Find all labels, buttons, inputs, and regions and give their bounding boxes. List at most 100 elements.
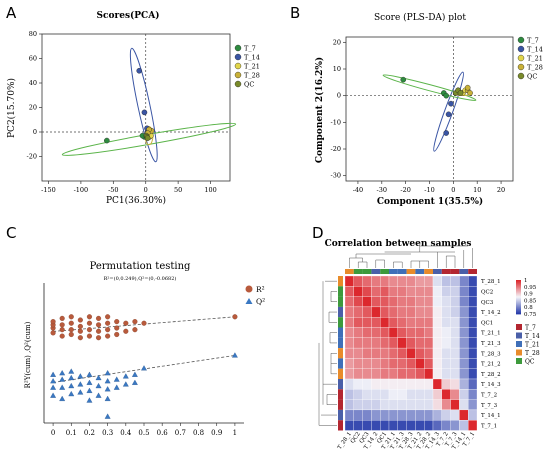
heatmap-cell	[371, 420, 381, 431]
r2-point	[59, 327, 65, 333]
heatmap-cell	[353, 275, 363, 287]
heatmap-cell	[432, 409, 442, 421]
panel-d-color-scale: 10.950.90.850.80.75	[516, 278, 537, 318]
heatmap-cell	[468, 275, 478, 287]
heatmap-cell	[441, 347, 451, 359]
legend-label: T_7	[527, 37, 539, 45]
heatmap-cell	[459, 306, 469, 318]
heatmap-cell	[362, 317, 372, 328]
heatmap-cell	[424, 306, 434, 318]
q2-point	[50, 384, 57, 390]
heatmap-cell	[468, 399, 478, 411]
y-tick-label: 20	[333, 38, 341, 46]
scale-segment	[516, 310, 521, 313]
t7-point	[400, 76, 407, 83]
heatmap-cell	[388, 317, 398, 328]
heatmap-cell	[441, 399, 451, 411]
r2-point	[105, 327, 111, 333]
group-legend-label: T_14	[525, 333, 540, 340]
heatmap-cell	[406, 409, 416, 421]
scale-segment	[516, 295, 521, 298]
heatmap-cell	[459, 399, 469, 411]
heatmap-cell	[388, 389, 398, 400]
row-label: QC2	[481, 289, 493, 295]
row-group-bar	[338, 420, 343, 431]
row-label: T_28_1	[481, 279, 501, 285]
legend-marker	[234, 80, 242, 88]
q2-point	[113, 376, 120, 382]
heatmap-cell	[468, 317, 478, 328]
heatmap-cell	[432, 389, 442, 400]
row-label: T_14_3	[481, 382, 501, 388]
col-group-bar	[459, 269, 469, 274]
heatmap-cell	[441, 389, 451, 400]
heatmap-cell	[388, 296, 398, 308]
y-tick-label: 0	[33, 128, 37, 136]
group-legend-swatch	[516, 324, 522, 330]
legend-label: T_14	[244, 54, 260, 62]
q2-point	[104, 386, 111, 392]
heatmap-cell	[344, 409, 354, 421]
heatmap-cell	[468, 327, 478, 338]
r2-point	[68, 314, 74, 320]
heatmap-cell	[344, 358, 354, 369]
r2-point	[114, 325, 120, 331]
legend-marker	[234, 71, 242, 79]
heatmap-cell	[344, 296, 354, 308]
heatmap-cell	[380, 275, 390, 287]
scale-segment	[516, 306, 521, 308]
legend-label: T_7	[244, 45, 256, 53]
heatmap-cell	[441, 358, 451, 369]
panel-b-xlabel: Component 1(35.5%)	[377, 196, 483, 207]
heatmap-cell	[380, 286, 390, 297]
heatmap-cell	[371, 368, 381, 380]
heatmap-cell	[432, 275, 442, 287]
heatmap-cell	[371, 327, 381, 338]
r2-point	[95, 322, 102, 328]
r2-point	[68, 331, 74, 338]
heatmap-cell	[415, 286, 425, 297]
heatmap-cell	[406, 337, 416, 349]
q2-point	[95, 374, 102, 381]
heatmap-cell	[397, 286, 407, 297]
r2-point	[132, 319, 138, 325]
heatmap-cell	[432, 306, 442, 318]
scale-segment	[516, 311, 521, 314]
heatmap-cell	[415, 347, 425, 359]
heatmap-cell	[450, 399, 460, 411]
r2-point	[77, 335, 83, 341]
heatmap-cell	[415, 317, 425, 328]
heatmap-cell	[388, 327, 398, 338]
heatmap-cell	[424, 275, 434, 287]
heatmap-cell	[388, 399, 398, 411]
col-group-bar	[468, 269, 477, 274]
q2-point	[77, 389, 84, 395]
col-group-bar	[406, 269, 416, 274]
heatmap-cell	[459, 409, 469, 421]
scale-segment	[516, 287, 521, 290]
panel-b-title: Score (PLS-DA) plot	[374, 12, 466, 23]
heatmap-cell	[353, 409, 363, 421]
legend-label: T_28	[244, 72, 260, 80]
q2-point	[50, 378, 57, 384]
x-tick-label: 0.6	[157, 429, 169, 437]
heatmap-cell	[362, 327, 372, 338]
scale-label: 0.85	[524, 298, 537, 304]
r2-point	[77, 323, 83, 329]
heatmap-cell	[441, 327, 451, 338]
heatmap-cell	[424, 347, 434, 359]
heatmap-cell	[415, 306, 425, 318]
heatmap-cell	[406, 368, 416, 380]
heatmap-cell	[415, 389, 425, 400]
col-group-bar	[415, 269, 425, 274]
heatmap-cell	[362, 368, 372, 380]
panel-c-permutation-chart: Permutation testing R²=(0,0.249),Q²=(0,-…	[24, 261, 265, 437]
col-group-bar	[345, 269, 354, 274]
heatmap-cell	[397, 306, 407, 318]
heatmap-cell	[459, 347, 469, 359]
x-tick-label: 0	[144, 186, 148, 194]
heatmap-cell	[344, 306, 354, 318]
scale-segment	[516, 300, 521, 302]
